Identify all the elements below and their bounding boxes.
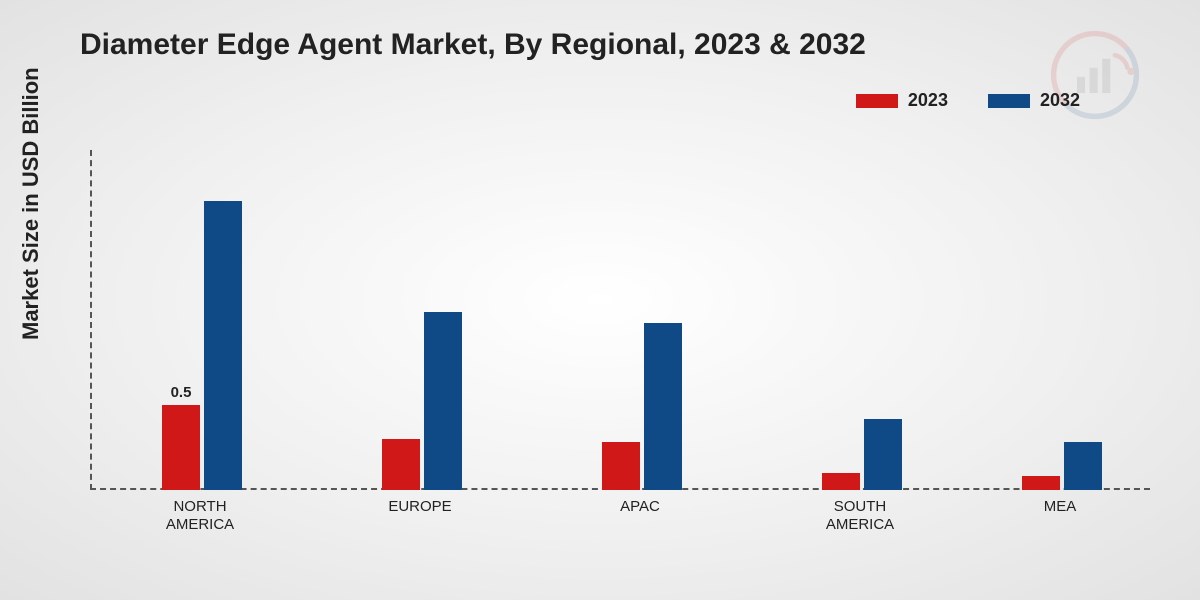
legend-swatch-2032 — [988, 94, 1030, 108]
category-label: APAC — [560, 498, 720, 516]
legend-item-2032: 2032 — [988, 90, 1080, 111]
y-axis-label: Market Size in USD Billion — [18, 67, 44, 340]
bar-2023 — [382, 439, 420, 490]
plot-area: 0.5 — [90, 150, 1150, 490]
bar-group: 0.5 — [130, 150, 270, 490]
bar-group — [350, 150, 490, 490]
bar-2032 — [424, 312, 462, 491]
category-label: EUROPE — [340, 498, 500, 516]
category-label: NORTHAMERICA — [120, 498, 280, 534]
bar-2023 — [822, 473, 860, 490]
bar-2032 — [864, 419, 902, 490]
chart-title: Diameter Edge Agent Market, By Regional,… — [80, 28, 866, 62]
chart-canvas: Diameter Edge Agent Market, By Regional,… — [0, 0, 1200, 600]
bar-2023 — [602, 442, 640, 490]
bar-2023 — [1022, 476, 1060, 490]
bar-2032 — [204, 201, 242, 490]
x-axis-labels: NORTHAMERICA EUROPE APAC SOUTHAMERICA MEA — [90, 492, 1150, 552]
bar-group — [570, 150, 710, 490]
legend-label-2032: 2032 — [1040, 90, 1080, 111]
bar-group — [990, 150, 1130, 490]
legend-swatch-2023 — [856, 94, 898, 108]
legend-label-2023: 2023 — [908, 90, 948, 111]
legend-item-2023: 2023 — [856, 90, 948, 111]
bar-value-label: 0.5 — [151, 384, 211, 401]
category-label: MEA — [980, 498, 1140, 516]
bar-2032 — [1064, 442, 1102, 490]
bar-2032 — [644, 323, 682, 490]
y-axis-line — [90, 150, 92, 490]
category-label: SOUTHAMERICA — [780, 498, 940, 534]
bar-group — [790, 150, 930, 490]
bar-2023 — [162, 405, 200, 490]
legend: 2023 2032 — [856, 90, 1080, 111]
